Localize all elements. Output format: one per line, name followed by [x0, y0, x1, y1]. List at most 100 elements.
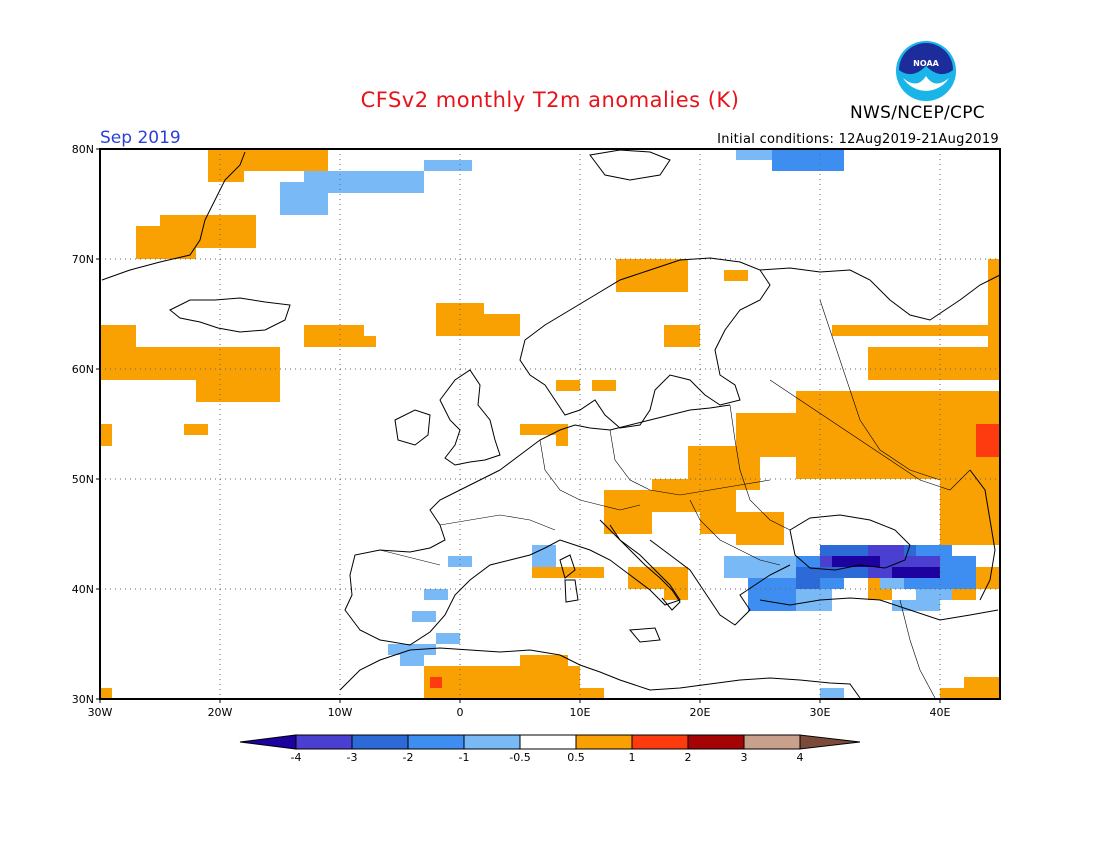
- lon-label-30e: 30E: [809, 706, 831, 719]
- noaa-logo: NOAA: [896, 41, 956, 101]
- colorbar-box: [351, 734, 409, 750]
- anomaly-cells: [100, 149, 1000, 699]
- anomaly-cell-warm: [184, 424, 208, 435]
- anomaly-cell-warm: [964, 677, 1000, 699]
- anomaly-cell-cool: [448, 556, 472, 567]
- anomaly-cell-warm: [556, 380, 580, 391]
- anomaly-cell-hot: [430, 677, 442, 688]
- anomaly-cell-cool: [280, 182, 328, 215]
- anomaly-cell-cool: [304, 171, 424, 193]
- colorbar: [239, 734, 861, 750]
- colorbar-tick-label: 3: [740, 751, 748, 764]
- lat-label-80n: 80N: [71, 143, 94, 156]
- axis-ticks: [96, 148, 941, 703]
- colorbar-boxes: [295, 734, 801, 750]
- anomaly-cell-colder: [796, 567, 820, 589]
- anomaly-cell-warm: [484, 314, 520, 336]
- colorbar-tick-label: -3: [346, 751, 358, 764]
- lon-label-40e: 40E: [929, 706, 951, 719]
- anomaly-cell-warm: [568, 666, 580, 699]
- colorbar-box: [687, 734, 745, 750]
- colorbar-box: [407, 734, 465, 750]
- anomaly-cell-hot: [976, 424, 1000, 457]
- anomaly-cell-warm: [580, 688, 604, 699]
- anomaly-cell-warm: [616, 259, 688, 292]
- lat-label-60n: 60N: [71, 363, 94, 376]
- anomaly-cell-cool: [436, 633, 460, 644]
- anomaly-cell-warm: [100, 688, 112, 699]
- map-frame: [99, 148, 1001, 700]
- anomaly-cell-warm: [532, 567, 580, 578]
- lon-label-20e: 20E: [689, 706, 711, 719]
- anomaly-cell-cool: [724, 556, 808, 578]
- lat-label-50n: 50N: [71, 473, 94, 486]
- lat-label-30n: 30N: [71, 693, 94, 706]
- anomaly-cell-warm: [100, 424, 112, 446]
- anomaly-cell-warm: [868, 347, 1000, 380]
- initial-conditions: Initial conditions: 12Aug2019-21Aug2019: [717, 132, 999, 147]
- anomaly-cell-warm: [652, 479, 736, 512]
- anomaly-cell-warm: [736, 523, 784, 545]
- anomaly-cell-warm: [196, 358, 280, 402]
- anomaly-cell-warm: [580, 567, 604, 578]
- anomaly-cell-warm: [304, 325, 364, 347]
- lat-label-40n: 40N: [71, 583, 94, 596]
- anomaly-cell-warm: [604, 490, 652, 534]
- anomaly-cell-cold: [772, 149, 844, 171]
- colorbar-tick-label: 2: [684, 751, 692, 764]
- lon-label-30w: 30W: [87, 706, 113, 719]
- lon-label-20w: 20W: [207, 706, 233, 719]
- anomaly-cell-warm: [592, 380, 616, 391]
- anomaly-cell-warm: [724, 270, 748, 281]
- colorbar-high-arrow: [799, 734, 861, 750]
- anomaly-cell-cool: [400, 655, 424, 666]
- anomaly-cell-warm: [940, 688, 964, 699]
- anomaly-cell-cool: [424, 589, 448, 600]
- colorbar-tick-label: -0.5: [509, 751, 531, 764]
- forecast-month: Sep 2019: [100, 128, 181, 148]
- anomaly-cell-cool: [916, 589, 952, 600]
- anomaly-cell-warm: [940, 589, 976, 600]
- colorbar-box: [519, 734, 577, 750]
- anomaly-cell-warm: [352, 336, 376, 347]
- agency-label: NWS/NCEP/CPC: [850, 103, 985, 123]
- colorbar-tick-label: -4: [290, 751, 302, 764]
- anomaly-cell-extreme-cold: [832, 556, 880, 567]
- anomaly-cell-cool: [820, 688, 844, 699]
- colorbar-box: [631, 734, 689, 750]
- colorbar-tick-label: 0.5: [567, 751, 585, 764]
- anomaly-cell-warm: [832, 325, 1000, 336]
- anomaly-cell-cool: [892, 600, 940, 611]
- colorbar-box: [463, 734, 521, 750]
- country-borders: [379, 299, 971, 699]
- colorbar-tick-label: 4: [796, 751, 804, 764]
- map-grid: [100, 149, 1000, 699]
- anomaly-cell-warm: [556, 424, 568, 446]
- colorbar-tick-label: -2: [402, 751, 414, 764]
- anomaly-cell-cool: [412, 611, 436, 622]
- anomaly-cell-warm: [664, 325, 700, 347]
- map-title: CFSv2 monthly T2m anomalies (K): [360, 88, 740, 112]
- anomaly-cell-warm: [988, 281, 1000, 303]
- anomaly-cell-warm: [520, 424, 556, 435]
- anomaly-cell-warm: [220, 149, 328, 171]
- colorbar-tick-label: -1: [458, 751, 470, 764]
- colorbar-box: [743, 734, 801, 750]
- colorbar-tick-label: 1: [628, 751, 636, 764]
- lon-label-0: 0: [456, 706, 464, 719]
- anomaly-cell-extreme-cold: [892, 567, 940, 578]
- colorbar-low-arrow: [239, 734, 297, 750]
- lon-label-10w: 10W: [327, 706, 353, 719]
- lat-label-70n: 70N: [71, 253, 94, 266]
- anomaly-cell-warm: [136, 226, 196, 259]
- colorbar-box: [575, 734, 633, 750]
- anomaly-cell-warm: [520, 655, 568, 699]
- lon-label-10e: 10E: [569, 706, 591, 719]
- colorbar-box: [295, 734, 353, 750]
- noaa-logo-text: NOAA: [913, 59, 939, 68]
- anomaly-cell-cool: [424, 160, 472, 171]
- anomaly-cell-cold: [748, 578, 796, 611]
- anomaly-cell-warm: [664, 567, 688, 600]
- anomaly-cell-warm: [940, 457, 1000, 545]
